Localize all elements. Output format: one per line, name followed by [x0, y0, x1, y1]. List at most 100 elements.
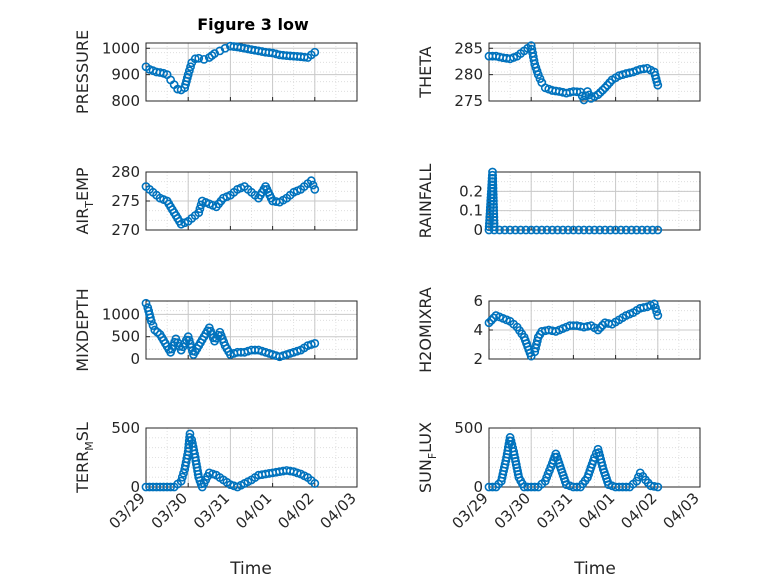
- data-point: [558, 225, 568, 235]
- y-axis-label: H2OMIXRA: [416, 287, 435, 373]
- x-tick-label: 04/03: [317, 489, 360, 532]
- data-point: [653, 311, 663, 320]
- y-tick-label: 0.2: [459, 182, 483, 200]
- data-point: [563, 225, 573, 235]
- data-point-fill: [187, 213, 197, 223]
- data-point: [611, 225, 620, 235]
- series-theta: [484, 41, 663, 105]
- y-tick-label: 280: [111, 163, 140, 181]
- data-point: [521, 225, 531, 235]
- data-point-fill: [208, 200, 218, 210]
- data-point-fill: [618, 313, 628, 323]
- subplot-h2omixra: 2 4 6 H2OMIXRA: [416, 287, 701, 373]
- data-point-fill: [532, 66, 542, 76]
- x-tick-label: 04/02: [274, 489, 317, 532]
- data-point-fill: [489, 219, 499, 228]
- data-point-fill: [625, 309, 635, 319]
- y-tick-label: 0: [130, 350, 140, 368]
- data-point-fill: [489, 313, 499, 323]
- data-point-fill: [528, 52, 538, 62]
- data-point: [553, 225, 562, 235]
- data-point: [190, 54, 200, 64]
- subplot-sun_flux: 0 500 SUNFLUX 03/2903/3003/3104/0104/0204/0…: [416, 419, 703, 532]
- data-point: [310, 47, 320, 57]
- data-point-fill: [195, 204, 205, 214]
- x-tick-label: 03/29: [449, 489, 492, 532]
- data-point-fill: [634, 472, 643, 482]
- data-point-fill: [250, 473, 260, 482]
- y-tick-label: 500: [111, 328, 140, 346]
- y-tick-label: 0.1: [459, 202, 483, 220]
- data-point-fill: [189, 446, 199, 455]
- series-mixdepth: [141, 298, 320, 362]
- y-tick-label: 800: [111, 92, 140, 110]
- series-rainfall: [484, 167, 663, 235]
- data-point: [632, 225, 642, 235]
- data-point-fill: [208, 333, 218, 343]
- data-point-fill: [489, 222, 499, 232]
- y-axis-label: MIXDEPTH: [73, 288, 92, 371]
- data-point-fill: [509, 53, 519, 62]
- data-point-fill: [292, 346, 302, 356]
- data-point-fill: [175, 216, 184, 226]
- data-point-fill: [598, 320, 608, 330]
- data-point: [600, 225, 610, 235]
- y-tick-label: 280: [454, 66, 483, 84]
- y-tick-label: 1000: [102, 39, 140, 57]
- subplot-theta: 275 280 285 THETA: [416, 39, 701, 110]
- y-tick-label: 500: [111, 419, 140, 437]
- figure-title: Figure 3 low: [197, 15, 309, 34]
- data-point: [194, 208, 204, 217]
- y-tick-label: 275: [454, 92, 483, 110]
- data-point-fill: [173, 479, 183, 489]
- data-point-fill: [581, 91, 591, 101]
- series-h2omixra: [484, 299, 663, 361]
- axes-box: [145, 427, 358, 488]
- y-tick-label: 4: [473, 321, 483, 339]
- y-tick-label: 0: [473, 221, 483, 239]
- data-point: [516, 225, 526, 235]
- data-point: [310, 184, 320, 194]
- data-point-fill: [196, 200, 206, 210]
- data-point: [526, 225, 536, 235]
- data-point-fill: [306, 476, 316, 485]
- data-point-fill: [598, 85, 608, 95]
- data-point-fill: [652, 77, 662, 87]
- data-point-fill: [152, 190, 161, 200]
- data-point: [505, 225, 515, 235]
- data-point: [579, 225, 589, 235]
- data-point: [220, 43, 230, 53]
- data-point-fill: [224, 347, 234, 356]
- data-point-fill: [250, 190, 260, 200]
- y-tick-label: 900: [111, 66, 140, 84]
- y-tick-label: 1000: [102, 305, 140, 323]
- data-point-fill: [299, 343, 309, 353]
- data-point-fill: [278, 195, 288, 205]
- data-point-fill: [243, 184, 253, 194]
- x-axis-label-left: Time: [229, 559, 272, 579]
- data-point-fill: [299, 52, 309, 62]
- x-tick-label: 03/29: [106, 489, 149, 532]
- data-point-fill: [486, 315, 496, 325]
- data-point-fill: [292, 468, 302, 478]
- data-point: [537, 225, 547, 235]
- data-point-fill: [180, 218, 190, 228]
- data-point-fill: [516, 49, 526, 58]
- data-point: [542, 225, 552, 235]
- data-point: [199, 54, 209, 64]
- data-point-fill: [646, 65, 656, 75]
- data-point: [484, 318, 494, 328]
- data-point-fill: [537, 479, 547, 489]
- y-axis-label: AIRTEMP: [73, 167, 96, 234]
- data-point: [500, 225, 510, 235]
- data-point-fill: [145, 313, 155, 323]
- data-point-fill: [572, 87, 582, 97]
- data-point-fill: [236, 480, 246, 490]
- data-point-fill: [222, 192, 232, 202]
- axes-box: [145, 300, 358, 360]
- data-point: [510, 225, 520, 235]
- data-point-fill: [166, 482, 176, 492]
- data-point: [653, 225, 663, 235]
- x-axis-label-right: Time: [573, 559, 616, 579]
